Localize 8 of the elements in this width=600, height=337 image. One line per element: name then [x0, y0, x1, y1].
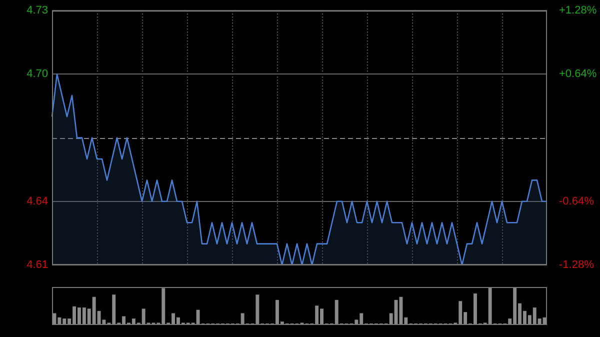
y-tick-label: 4.73	[26, 4, 48, 17]
y2-tick-label: -1.28%	[559, 259, 594, 272]
y2-tick-label: +1.28%	[559, 4, 597, 17]
y2-tick-label: -0.64%	[559, 195, 594, 208]
y-tick-label: 4.64	[26, 195, 48, 208]
y2-tick-label: +0.64%	[559, 68, 597, 80]
y-tick-label: 4.70	[26, 68, 48, 80]
y-tick-label: 4.61	[26, 259, 48, 272]
